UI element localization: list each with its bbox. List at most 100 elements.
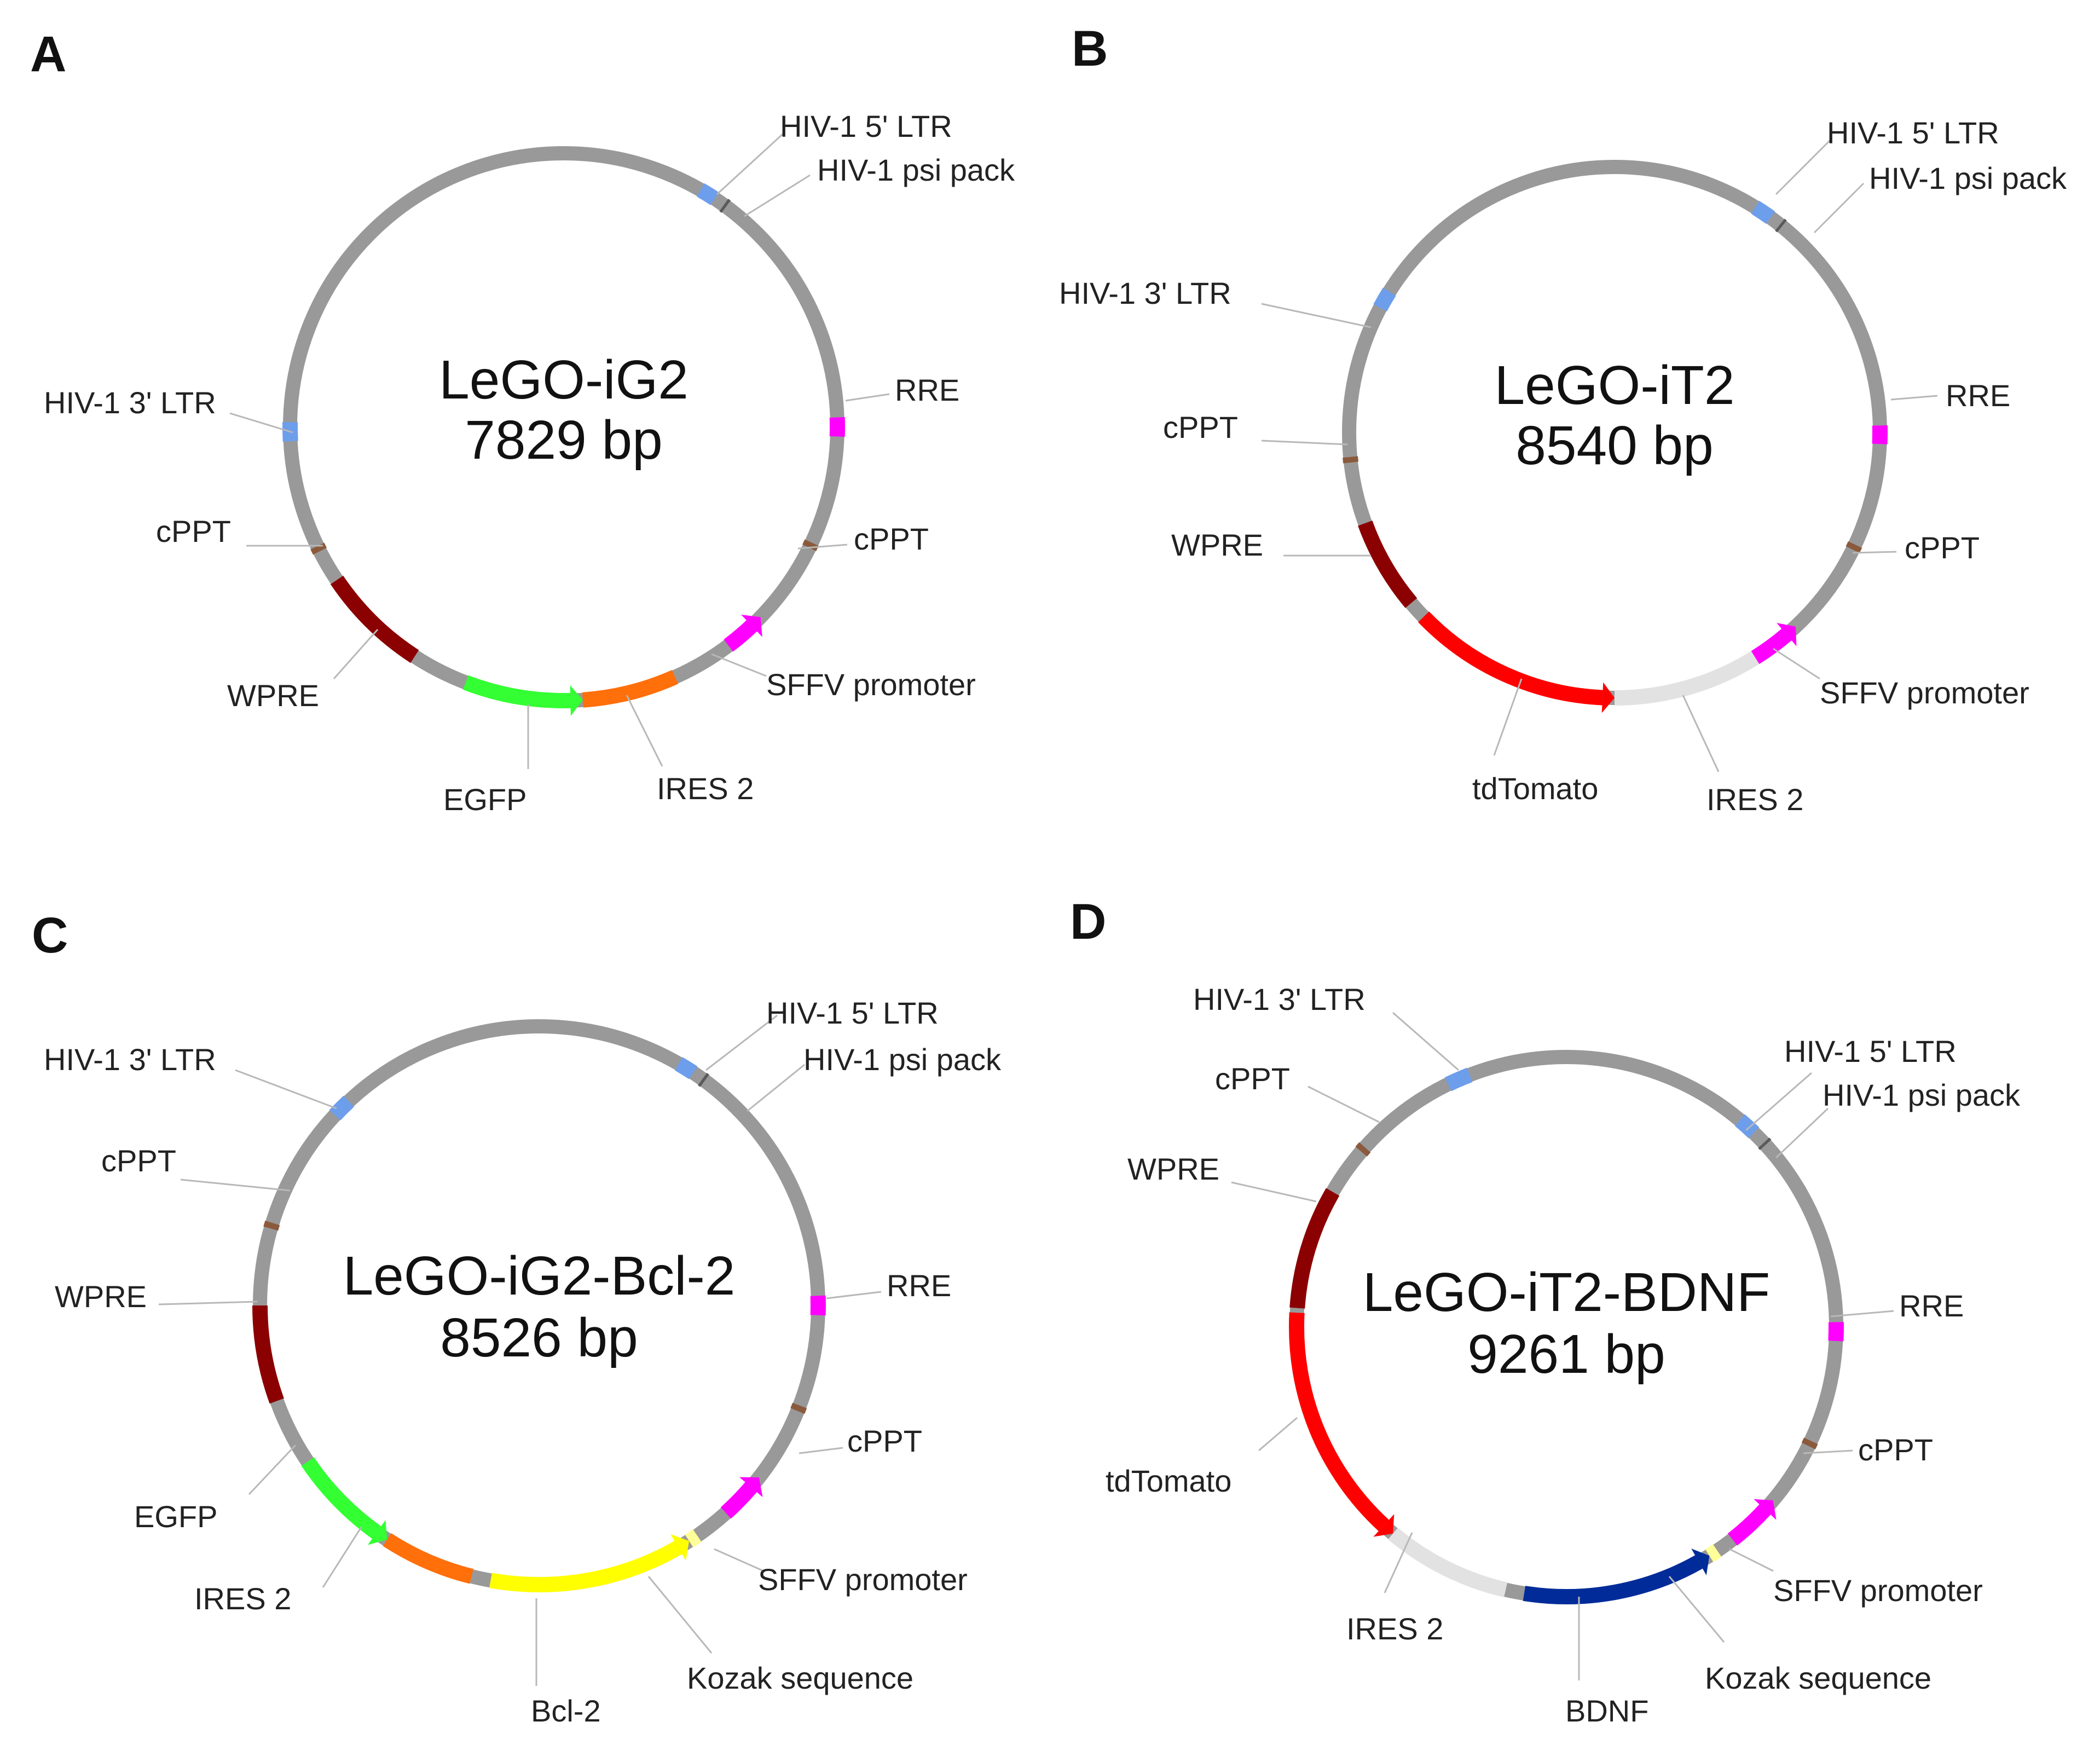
- feature-egfp: [301, 1457, 381, 1539]
- feature-labels: HIV-1 5' LTR HIV-1 psi pack RRE cPPT SFF…: [1059, 115, 2067, 817]
- plasmid-size: 8540 bp: [1515, 415, 1713, 476]
- feature-egfp: [462, 675, 571, 708]
- feature-bdnf-arrowhead: [1691, 1549, 1710, 1575]
- feature-wpre: [1358, 521, 1418, 608]
- feature-label: WPRE: [1127, 1152, 1219, 1186]
- leader-line: [799, 1447, 843, 1454]
- feature-label: HIV-1 psi pack: [803, 1042, 1002, 1077]
- leader-line: [1729, 1548, 1774, 1572]
- feature-tdtomato: [1418, 611, 1603, 706]
- leader-line: [248, 1444, 297, 1495]
- feature-label: WPRE: [55, 1279, 147, 1314]
- leader-line: [845, 393, 890, 402]
- feature-sffv-promoter: [720, 1482, 757, 1519]
- feature-label: WPRE: [1171, 528, 1263, 562]
- leader-line: [1258, 1417, 1298, 1452]
- feature-cppt: [263, 1221, 280, 1231]
- feature-label: HIV-1 3' LTR: [44, 385, 216, 420]
- leader-line: [705, 1014, 778, 1071]
- feature-egfp-arrowhead: [367, 1520, 387, 1545]
- plasmid-size: 7829 bp: [465, 409, 662, 471]
- feature-label: HIV-1 5' LTR: [780, 109, 952, 143]
- feature-bdnf: [1523, 1555, 1703, 1604]
- feature-bcl-2: [489, 1540, 682, 1592]
- panel-letter: D: [1070, 894, 1106, 950]
- feature-hiv-1-5-ltr: [674, 1057, 698, 1079]
- leader-line: [744, 174, 811, 217]
- leader-line: [322, 1527, 362, 1588]
- panel-d: D LeGO-iT2-BDNF 9261 bp HIV-1 5' LTR HIV…: [1070, 894, 2021, 1728]
- leader-line: [1384, 1532, 1413, 1593]
- feature-hiv-1-5-ltr: [1751, 200, 1775, 224]
- feature-egfp-arrowhead: [570, 685, 583, 716]
- feature-label: Kozak sequence: [1705, 1661, 1931, 1695]
- feature-labels: HIV-1 5' LTR HIV-1 psi pack RRE cPPT SFF…: [1106, 982, 2021, 1728]
- leader-line: [1493, 678, 1523, 756]
- feature-arcs: [1289, 1067, 1844, 1604]
- feature-sffv-promoter-arrowhead: [739, 1477, 763, 1498]
- feature-label: SFFV promoter: [758, 1562, 968, 1597]
- leader-line: [1231, 1181, 1317, 1203]
- feature-label: HIV-1 psi pack: [1823, 1078, 2021, 1112]
- panel-letter: B: [1072, 21, 1108, 77]
- feature-label: RRE: [1899, 1289, 1964, 1323]
- feature-label: cPPT: [854, 522, 929, 556]
- feature-label: tdTomato: [1472, 771, 1598, 806]
- feature-cppt: [1343, 456, 1359, 464]
- feature-label: BDNF: [1565, 1694, 1648, 1728]
- feature-bcl-2-arrowhead: [670, 1534, 690, 1561]
- feature-ires-2: [1614, 651, 1760, 706]
- leader-line: [333, 629, 379, 679]
- feature-ires-2: [383, 1533, 474, 1584]
- plasmid-size: 8526 bp: [440, 1307, 638, 1368]
- feature-label: cPPT: [1858, 1432, 1933, 1467]
- leader-line: [1392, 1012, 1459, 1071]
- feature-label: HIV-1 5' LTR: [1784, 1034, 1957, 1068]
- feature-wpre: [252, 1305, 284, 1404]
- feature-sffv-promoter-arrowhead: [1777, 623, 1797, 646]
- feature-label: SFFV promoter: [766, 667, 976, 702]
- feature-kozak-sequence: [685, 1529, 702, 1547]
- feature-hiv-1-5-ltr: [696, 183, 719, 205]
- feature-hiv-1-psi-pack: [719, 199, 731, 213]
- feature-cppt: [1355, 1142, 1371, 1157]
- feature-sffv-promoter: [1727, 1504, 1771, 1546]
- plasmid-name: LeGO-iT2: [1494, 355, 1734, 416]
- feature-label: RRE: [887, 1268, 951, 1303]
- leader-line: [1773, 648, 1820, 680]
- feature-label: Kozak sequence: [687, 1661, 913, 1695]
- plasmid-name: LeGO-iG2: [439, 349, 689, 411]
- feature-label: EGFP: [134, 1499, 217, 1534]
- leader-line: [716, 133, 784, 195]
- feature-ires-2: [582, 669, 679, 708]
- feature-ires-2: [1388, 1527, 1508, 1598]
- leader-line: [1775, 138, 1832, 195]
- feature-label: HIV-1 3' LTR: [44, 1042, 216, 1077]
- feature-label: HIV-1 psi pack: [817, 153, 1015, 187]
- feature-label: tdTomato: [1106, 1464, 1231, 1498]
- feature-sffv-promoter-arrowhead: [741, 614, 762, 637]
- feature-hiv-1-3-ltr: [1373, 287, 1396, 311]
- feature-label: HIV-1 psi pack: [1869, 161, 2067, 195]
- feature-cppt: [1846, 541, 1862, 553]
- leader-line: [1852, 551, 1897, 554]
- plasmid-name: LeGO-iT2-BDNF: [1363, 1262, 1771, 1323]
- leader-line: [229, 412, 293, 434]
- plasmid-size: 9261 bp: [1467, 1324, 1665, 1385]
- feature-cppt: [1801, 1437, 1818, 1449]
- feature-hiv-1-3-ltr: [1444, 1067, 1473, 1091]
- feature-label: cPPT: [1163, 410, 1238, 444]
- feature-wpre: [1289, 1188, 1340, 1309]
- leader-line: [826, 1291, 882, 1299]
- feature-label: RRE: [895, 373, 959, 407]
- leader-line: [1261, 303, 1372, 328]
- feature-label: HIV-1 3' LTR: [1059, 276, 1231, 310]
- feature-label: cPPT: [1215, 1061, 1290, 1096]
- feature-kozak-sequence: [1705, 1544, 1722, 1562]
- leader-line: [647, 1576, 713, 1654]
- feature-label: IRES 2: [194, 1581, 291, 1616]
- leader-line: [711, 653, 767, 677]
- feature-label: IRES 2: [1706, 782, 1803, 817]
- leader-line: [747, 1064, 805, 1112]
